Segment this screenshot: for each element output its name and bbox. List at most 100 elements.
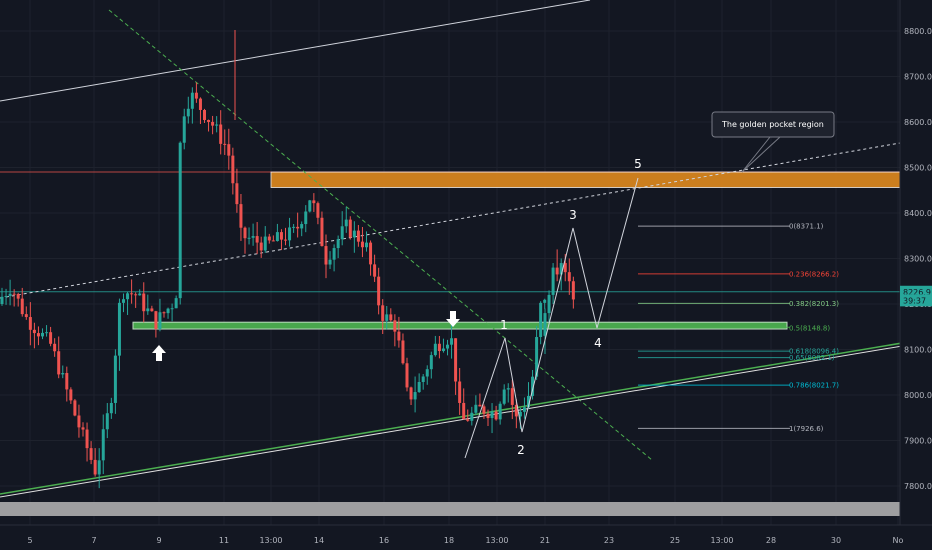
annotation-box [711, 111, 835, 138]
candle-body [4, 295, 8, 297]
candle-body [417, 381, 421, 393]
candle-body [450, 338, 454, 345]
candle-body [190, 92, 194, 109]
upper-channel-line[interactable] [0, 0, 591, 102]
candle-body [57, 351, 61, 375]
candle-body [0, 296, 4, 304]
dashed-downtrend-line[interactable] [108, 9, 653, 461]
candle-body [522, 407, 526, 412]
candle-body [300, 224, 304, 229]
price-axis[interactable] [900, 0, 932, 550]
dashed-resistance-line[interactable] [0, 142, 901, 299]
candle-body [247, 237, 251, 239]
candle-body [138, 293, 142, 296]
candle-body [36, 333, 40, 337]
candle-body [203, 109, 206, 121]
candle-body [535, 337, 539, 377]
candle-body [304, 211, 308, 225]
time-axis[interactable] [0, 525, 932, 550]
x-tick-label: 13:00 [259, 536, 282, 545]
x-tick-label: 25 [670, 536, 680, 545]
candle-body [89, 448, 93, 460]
candle-body [174, 298, 178, 309]
fib-level-label: 0.5(8148.8) [789, 324, 830, 332]
candle-body [462, 402, 466, 420]
candle-body [551, 267, 555, 295]
x-tick-label: 13:00 [710, 536, 733, 545]
chart-grid [0, 0, 900, 525]
x-tick-label: 23 [604, 536, 614, 545]
candle-body [486, 413, 490, 419]
candle-body [166, 308, 170, 314]
candle-body [8, 293, 12, 296]
candle-body [348, 219, 352, 238]
candle-body [494, 411, 498, 420]
candle-body [227, 144, 231, 156]
wave-projection[interactable] [464, 177, 639, 459]
candle-body [97, 460, 101, 475]
golden-pocket-zone[interactable] [270, 171, 901, 188]
candle-body [360, 241, 364, 248]
y-tick-label: 8000.0 [904, 391, 932, 400]
candle-body [490, 411, 494, 419]
y-tick-label: 8400.0 [904, 209, 932, 218]
candle-body [263, 236, 267, 251]
candle-body [113, 355, 117, 403]
candle-body [198, 98, 202, 110]
svg-text:8226.9: 8226.9 [903, 288, 931, 297]
candle-body [381, 305, 385, 321]
wave-label: 1 [500, 318, 508, 332]
candle-body [401, 340, 405, 364]
x-tick-label: 21 [540, 536, 550, 545]
white-support-line[interactable] [0, 340, 932, 498]
candle-body [373, 264, 377, 277]
y-tick-label: 7900.0 [904, 437, 932, 446]
candle-body [498, 403, 502, 420]
candle-body [510, 388, 514, 405]
y-tick-label: 8600.0 [904, 118, 932, 127]
candle-body [41, 332, 44, 337]
candle-body [405, 363, 409, 388]
wave-label: 5 [634, 157, 642, 171]
x-tick-label: No [893, 536, 904, 545]
candle-body [559, 263, 563, 275]
arrow-up-icon [152, 345, 166, 361]
candle-body [446, 344, 449, 349]
candle-body [421, 376, 425, 382]
candle-body [466, 419, 470, 421]
support-zone[interactable] [132, 321, 788, 330]
candle-body [543, 313, 547, 336]
candle-body [571, 281, 575, 300]
x-tick-label: 30 [831, 536, 841, 545]
candle-body [308, 200, 312, 212]
candle-body [239, 204, 243, 228]
y-tick-label: 7800.0 [904, 482, 932, 491]
candle-body [377, 276, 381, 306]
candle-body [150, 308, 154, 312]
annotation-callout[interactable]: The golden pocket region [711, 111, 835, 173]
candle-body [45, 332, 49, 334]
candle-body [320, 217, 324, 247]
candle-body [389, 314, 393, 321]
candle-body [24, 314, 28, 318]
price-tag: 39:37 [900, 294, 932, 307]
candle-body [122, 299, 125, 303]
candle-body [393, 320, 397, 332]
candle-body [109, 402, 113, 414]
annotation-pointer [741, 136, 781, 173]
candle-body [316, 203, 320, 218]
svg-text:39:37: 39:37 [903, 296, 926, 305]
fib-level-label: 1(7926.6) [789, 425, 824, 433]
candle-body [271, 240, 275, 242]
wave-path: 1 2 3 4 5 The golden pocket region [152, 111, 835, 459]
candle-body [458, 381, 462, 403]
y-tick-label: 8700.0 [904, 73, 932, 82]
wave-label: 2 [517, 443, 525, 457]
green-support-line[interactable] [0, 337, 932, 495]
candle-body [117, 302, 121, 356]
x-tick-label: 5 [27, 536, 32, 545]
candle-body [433, 343, 437, 356]
x-tick-label: 11 [219, 536, 229, 545]
